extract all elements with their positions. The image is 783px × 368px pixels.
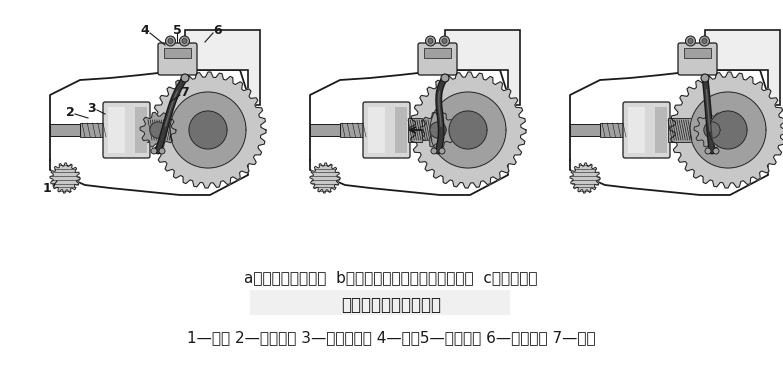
Bar — [250, 290, 510, 315]
Bar — [310, 124, 340, 136]
Text: 2: 2 — [66, 106, 74, 118]
Circle shape — [441, 74, 449, 82]
Text: 1: 1 — [42, 181, 52, 195]
Polygon shape — [189, 111, 227, 149]
Bar — [135, 107, 147, 153]
Bar — [655, 107, 667, 153]
Polygon shape — [690, 92, 766, 168]
Circle shape — [699, 36, 709, 46]
Circle shape — [165, 36, 175, 46]
Text: 6: 6 — [214, 24, 222, 36]
Polygon shape — [140, 112, 176, 148]
Polygon shape — [430, 122, 446, 138]
FancyBboxPatch shape — [158, 43, 197, 75]
Polygon shape — [50, 163, 80, 193]
Text: 3: 3 — [88, 102, 96, 114]
Bar — [570, 124, 600, 136]
Bar — [368, 107, 385, 153]
Bar — [80, 123, 105, 137]
Bar — [668, 118, 696, 142]
Bar — [395, 107, 407, 153]
Circle shape — [181, 74, 189, 82]
Polygon shape — [570, 163, 600, 193]
Polygon shape — [150, 72, 266, 188]
Polygon shape — [445, 30, 520, 105]
Circle shape — [702, 39, 707, 43]
Text: 5: 5 — [172, 24, 182, 36]
Circle shape — [168, 39, 173, 43]
Polygon shape — [705, 30, 780, 105]
Polygon shape — [310, 163, 340, 193]
Polygon shape — [430, 92, 506, 168]
Text: 传动机构的工作示意图: 传动机构的工作示意图 — [341, 296, 441, 314]
Text: 1—飞轮 2—驱动齿轮 3—单向离合器 4—拨叄5—活动铁心 6—电磁开关 7—电枢: 1—飞轮 2—驱动齿轮 3—单向离合器 4—拨叄5—活动铁心 6—电磁开关 7—… — [186, 330, 595, 346]
Polygon shape — [185, 30, 260, 105]
Circle shape — [159, 148, 165, 154]
Bar — [340, 123, 365, 137]
Bar — [424, 48, 451, 58]
Circle shape — [431, 148, 437, 154]
FancyBboxPatch shape — [623, 102, 670, 158]
Polygon shape — [449, 111, 487, 149]
Polygon shape — [420, 112, 456, 148]
Circle shape — [179, 36, 189, 46]
Text: 4: 4 — [141, 24, 150, 36]
Circle shape — [713, 148, 719, 154]
Polygon shape — [170, 92, 246, 168]
Polygon shape — [709, 111, 747, 149]
FancyBboxPatch shape — [678, 43, 717, 75]
Circle shape — [428, 39, 433, 43]
Text: 7: 7 — [181, 85, 189, 99]
Text: a）起动机静止状态  b）驱动齿轮与飞轮齿圈正在嚌合  c）完全嚌合: a）起动机静止状态 b）驱动齿轮与飞轮齿圈正在嚌合 c）完全嚌合 — [244, 270, 538, 286]
Circle shape — [151, 148, 157, 154]
Polygon shape — [704, 122, 720, 138]
Bar — [108, 107, 125, 153]
Circle shape — [442, 39, 447, 43]
Polygon shape — [410, 72, 526, 188]
Bar — [142, 118, 148, 142]
Circle shape — [685, 36, 695, 46]
FancyBboxPatch shape — [103, 102, 150, 158]
Polygon shape — [670, 72, 783, 188]
Bar — [408, 118, 422, 142]
Bar — [628, 107, 645, 153]
Bar — [684, 48, 711, 58]
Circle shape — [701, 74, 709, 82]
Polygon shape — [694, 112, 730, 148]
Circle shape — [182, 39, 187, 43]
Bar — [50, 124, 80, 136]
Polygon shape — [150, 122, 166, 138]
Bar — [164, 48, 191, 58]
Circle shape — [688, 39, 693, 43]
Circle shape — [439, 148, 445, 154]
Circle shape — [439, 36, 449, 46]
Circle shape — [425, 36, 435, 46]
FancyBboxPatch shape — [418, 43, 457, 75]
Circle shape — [705, 148, 711, 154]
Bar — [600, 123, 625, 137]
FancyBboxPatch shape — [363, 102, 410, 158]
